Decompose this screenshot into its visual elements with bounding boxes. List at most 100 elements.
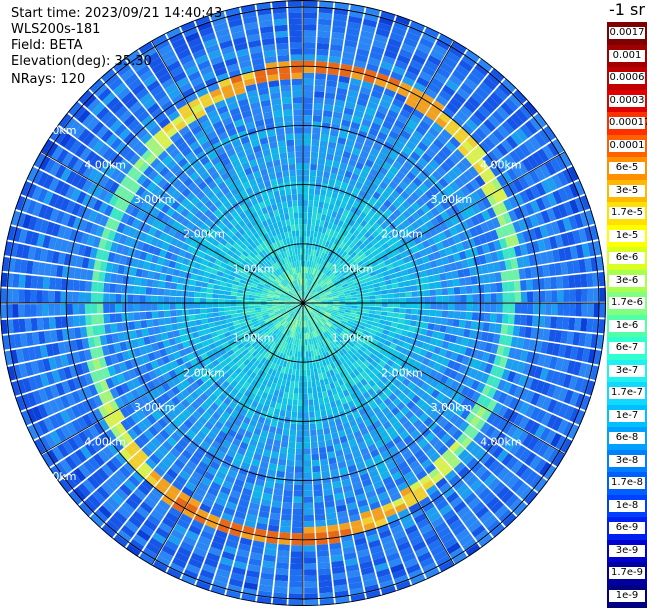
radar-cell xyxy=(73,304,79,315)
radar-cell xyxy=(424,290,430,296)
radar-cell xyxy=(369,307,375,311)
radar-cell xyxy=(445,272,452,280)
radar-cell xyxy=(581,304,587,317)
radar-cell xyxy=(385,321,392,326)
radar-cell xyxy=(439,273,446,281)
radar-cell xyxy=(320,189,326,196)
radar-cell xyxy=(319,195,325,202)
radar-cell xyxy=(312,460,320,467)
radar-cell xyxy=(315,189,321,196)
radar-cell xyxy=(248,303,254,306)
radar-cell xyxy=(304,545,316,551)
radar-cell xyxy=(97,282,104,292)
radar-cell xyxy=(261,299,267,301)
radar-cell xyxy=(314,231,318,238)
radar-cell xyxy=(285,411,291,418)
radar-cell xyxy=(315,73,326,80)
radar-cell xyxy=(394,303,400,308)
radar-cell xyxy=(43,317,50,329)
radar-cell xyxy=(557,290,563,302)
radar-cell xyxy=(91,315,98,325)
radar-cell xyxy=(307,381,311,387)
radar-cell xyxy=(255,298,261,301)
radar-cell xyxy=(400,298,406,303)
radar-cell xyxy=(429,317,436,324)
radar-cell xyxy=(580,318,587,331)
radar-cell xyxy=(296,436,302,442)
radar-cell xyxy=(298,394,303,400)
radar-cell xyxy=(280,520,291,527)
radar-cell xyxy=(434,324,441,331)
radar-cell xyxy=(412,297,418,302)
radar-cell xyxy=(224,303,230,307)
radar-cell xyxy=(275,434,282,441)
radar-cell xyxy=(515,303,521,313)
radar-cell xyxy=(313,207,318,214)
radar-cell xyxy=(298,406,303,412)
radar-cell xyxy=(557,304,563,316)
radar-cell xyxy=(176,310,182,316)
radar-cell xyxy=(318,574,331,581)
radar-cell xyxy=(207,283,214,288)
radar-cell xyxy=(454,287,461,295)
radar-cell xyxy=(393,308,399,313)
radar-cell xyxy=(280,447,288,454)
radar-cell xyxy=(305,345,308,351)
radar-cell xyxy=(140,278,147,286)
radar-cell xyxy=(459,320,466,328)
radar-cell xyxy=(448,295,454,302)
radar-cell xyxy=(317,556,329,563)
radar-cell xyxy=(485,294,491,303)
radar-cell xyxy=(152,304,158,311)
radar-cell xyxy=(165,324,172,331)
radar-cell xyxy=(303,55,315,61)
radar-cell xyxy=(312,466,320,473)
radar-cell xyxy=(412,291,418,297)
radar-cell xyxy=(323,483,332,490)
radar-cell xyxy=(97,314,104,324)
radar-cell xyxy=(454,303,460,310)
radar-cell xyxy=(507,270,514,280)
radar-cell xyxy=(177,277,184,284)
radar-cell xyxy=(313,201,318,208)
radar-cell xyxy=(306,242,309,248)
radar-cell xyxy=(213,289,220,294)
radar-cell xyxy=(295,460,303,466)
radar-cell xyxy=(345,301,351,303)
radar-cell xyxy=(303,400,308,406)
radar-cell xyxy=(399,292,405,297)
radar-cell xyxy=(478,313,485,322)
radar-cell xyxy=(242,300,248,303)
radar-cell xyxy=(255,303,261,305)
radar-cell xyxy=(274,586,288,593)
radar-cell xyxy=(460,312,467,320)
radar-cell xyxy=(388,298,394,302)
radar-cell xyxy=(322,116,331,123)
radar-cell xyxy=(495,272,502,282)
radar-cell xyxy=(304,460,312,466)
radar-cell xyxy=(375,295,381,299)
radar-cell xyxy=(520,315,527,326)
radar-cell xyxy=(303,139,311,145)
radar-cell xyxy=(406,298,412,303)
radar-cell xyxy=(447,280,454,288)
radar-cell xyxy=(164,304,170,310)
radar-cell xyxy=(376,303,382,307)
radar-cell xyxy=(225,311,231,315)
radar-cell xyxy=(218,299,224,303)
radar-cell xyxy=(410,320,417,326)
radar-cell xyxy=(544,316,551,328)
radar-cell xyxy=(285,472,293,479)
radar-cell xyxy=(109,314,116,323)
radar-cell xyxy=(218,303,224,307)
radar-cell xyxy=(364,300,370,303)
radar-cell xyxy=(478,284,485,293)
radar-cell xyxy=(364,303,370,306)
radar-cell xyxy=(314,368,318,375)
radar-cell xyxy=(304,454,311,460)
radar-cell xyxy=(391,278,398,284)
radar-cell xyxy=(326,445,334,452)
radar-cell xyxy=(30,290,36,303)
radar-cell xyxy=(304,569,317,575)
radar-cell xyxy=(520,280,527,291)
